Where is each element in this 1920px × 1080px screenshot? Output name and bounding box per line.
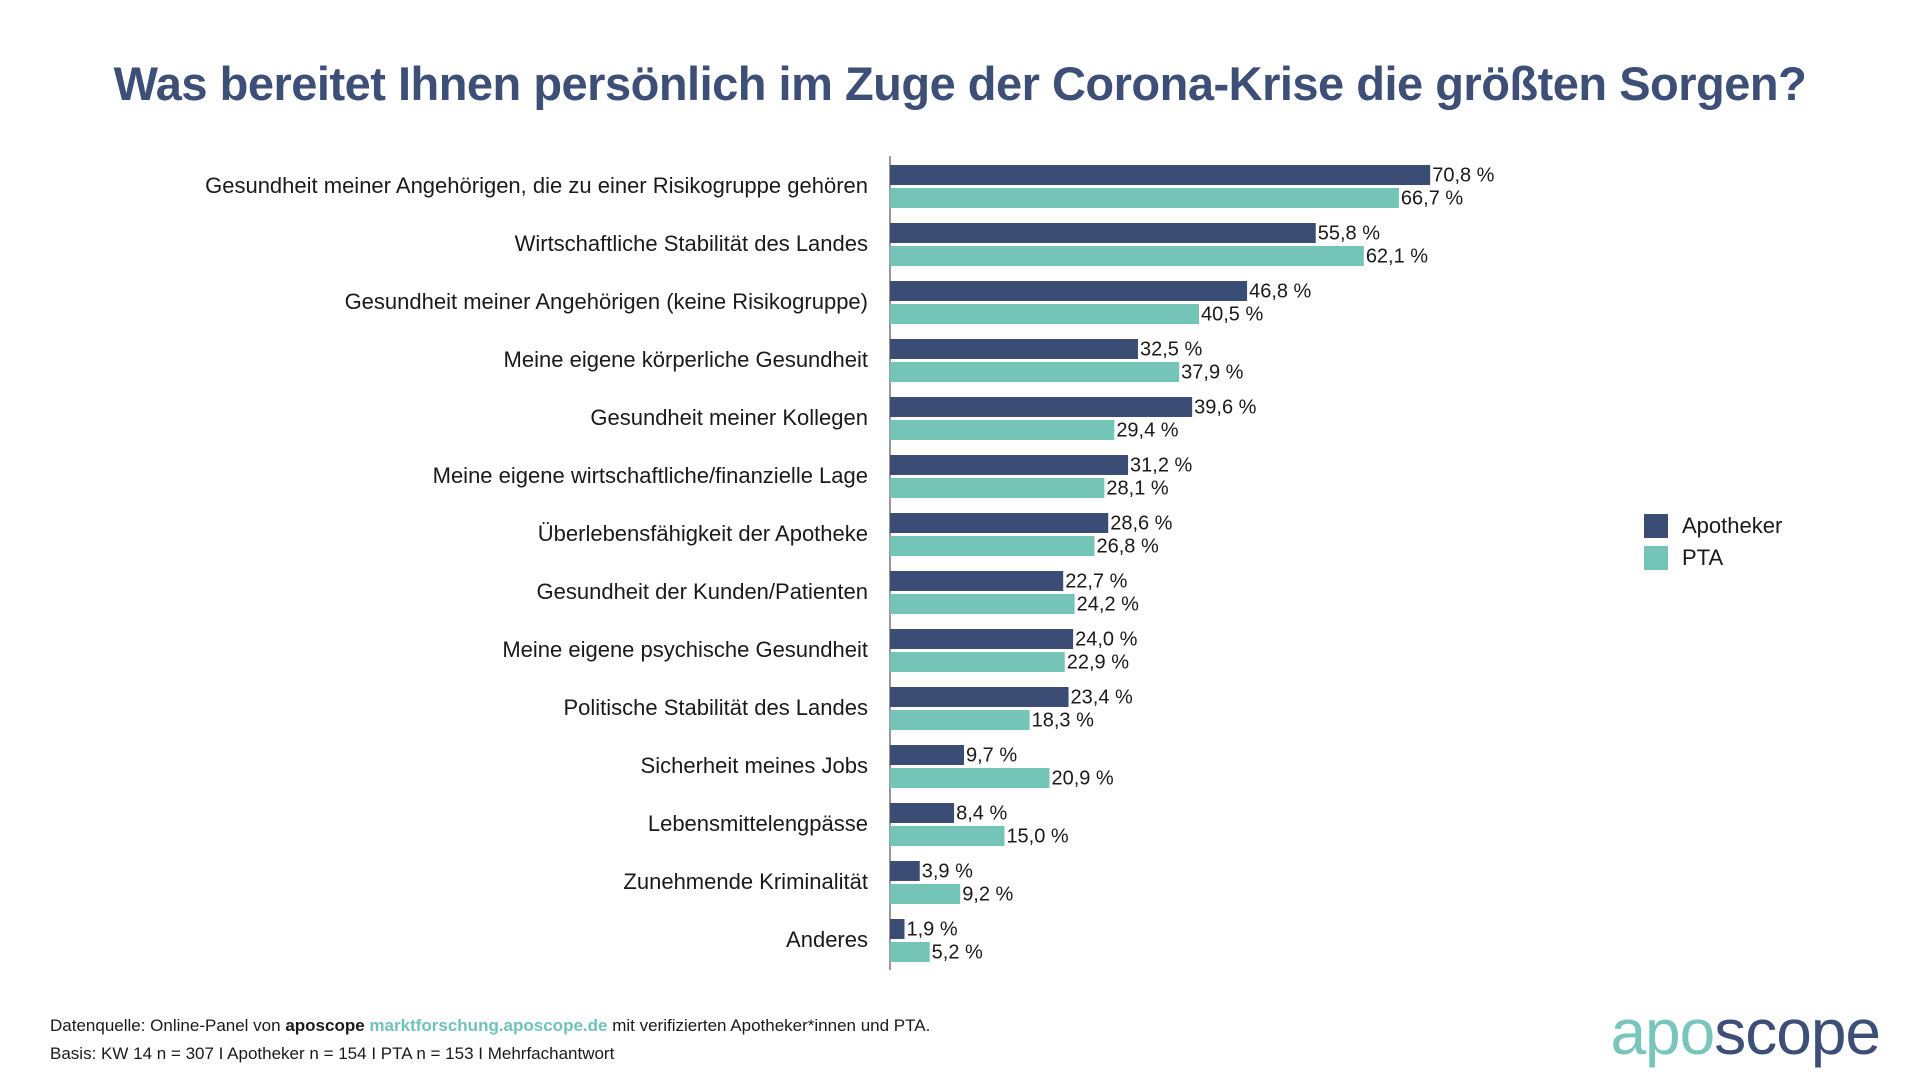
value-label: 23,4 %	[1071, 686, 1133, 708]
bar-pta	[890, 942, 930, 962]
logo-part-apo: apo	[1610, 996, 1715, 1068]
value-label: 40,5 %	[1201, 303, 1263, 325]
value-label: 62,1 %	[1366, 245, 1428, 267]
value-label: 39,6 %	[1194, 396, 1256, 418]
bar-pta	[890, 188, 1399, 208]
value-label: 29,4 %	[1116, 419, 1178, 441]
bar-apotheker	[890, 397, 1193, 417]
bar-pta	[890, 768, 1050, 788]
value-label: 18,3 %	[1032, 709, 1094, 731]
category-label: Meine eigene psychische Gesundheit	[502, 637, 868, 662]
value-label: 1,9 %	[906, 918, 957, 940]
bar-pta	[890, 826, 1005, 846]
bar-pta	[890, 594, 1075, 614]
value-label: 22,7 %	[1065, 570, 1127, 592]
source-link[interactable]: marktforschung.aposcope.de	[369, 1016, 608, 1035]
basis-line: Basis: KW 14 n = 307 I Apotheker n = 154…	[50, 1044, 615, 1063]
value-label: 28,1 %	[1106, 477, 1168, 499]
bar-apotheker	[890, 571, 1064, 591]
value-label: 5,2 %	[932, 941, 983, 963]
category-label: Zunehmende Kriminalität	[623, 869, 868, 894]
value-label: 22,9 %	[1067, 651, 1129, 673]
category-label: Gesundheit meiner Angehörigen, die zu ei…	[205, 173, 868, 198]
value-label: 24,0 %	[1075, 628, 1137, 650]
bar-apotheker	[890, 223, 1316, 243]
value-label: 55,8 %	[1318, 222, 1380, 244]
category-label: Gesundheit der Kunden/Patienten	[537, 579, 868, 604]
source-suffix: mit verifizierten Apotheker*innen und PT…	[607, 1016, 931, 1035]
value-label: 8,4 %	[956, 802, 1007, 824]
bar-apotheker	[890, 629, 1074, 649]
category-label: Politische Stabilität des Landes	[563, 695, 868, 720]
bar-apotheker	[890, 803, 955, 823]
legend-swatch-apotheker	[1644, 514, 1668, 538]
bar-apotheker	[890, 687, 1069, 707]
bar-apotheker	[890, 513, 1109, 533]
category-label: Gesundheit meiner Angehörigen (keine Ris…	[345, 289, 868, 314]
value-label: 46,8 %	[1249, 280, 1311, 302]
bar-apotheker	[890, 861, 920, 881]
value-label: 24,2 %	[1077, 593, 1139, 615]
category-label: Wirtschaftliche Stabilität des Landes	[515, 231, 868, 256]
value-label: 26,8 %	[1096, 535, 1158, 557]
value-label: 15,0 %	[1006, 825, 1068, 847]
legend: Apotheker PTA	[1644, 510, 1782, 574]
category-label: Sicherheit meines Jobs	[641, 753, 868, 778]
value-label: 70,8 %	[1432, 164, 1494, 186]
bar-apotheker	[890, 281, 1248, 301]
value-label: 31,2 %	[1130, 454, 1192, 476]
legend-item-pta: PTA	[1644, 542, 1782, 574]
category-label: Meine eigene wirtschaftliche/finanzielle…	[433, 463, 868, 488]
legend-label-apotheker: Apotheker	[1682, 513, 1783, 538]
bar-pta	[890, 420, 1115, 440]
value-label: 9,7 %	[966, 744, 1017, 766]
value-label: 20,9 %	[1051, 767, 1113, 789]
bar-pta	[890, 536, 1095, 556]
value-label: 32,5 %	[1140, 338, 1202, 360]
value-label: 9,2 %	[962, 883, 1013, 905]
source-prefix: Datenquelle: Online-Panel von	[50, 1016, 286, 1035]
bar-apotheker	[890, 745, 965, 765]
value-label: 37,9 %	[1181, 361, 1243, 383]
bar-pta	[890, 362, 1180, 382]
source-line: Datenquelle: Online-Panel von aposcope m…	[50, 1012, 930, 1040]
legend-label-pta: PTA	[1682, 545, 1724, 570]
legend-item-apotheker: Apotheker	[1644, 510, 1782, 542]
bar-pta	[890, 304, 1200, 324]
footer-note: Datenquelle: Online-Panel von aposcope m…	[50, 1012, 930, 1068]
bar-apotheker	[890, 339, 1138, 359]
value-label: 3,9 %	[922, 860, 973, 882]
value-label: 66,7 %	[1401, 187, 1463, 209]
bar-apotheker	[890, 165, 1431, 185]
aposcope-logo: aposcope	[1610, 995, 1881, 1069]
value-label: 28,6 %	[1110, 512, 1172, 534]
category-label: Anderes	[786, 927, 868, 952]
source-brand: aposcope	[285, 1016, 365, 1035]
chart-title: Was bereitet Ihnen persönlich im Zuge de…	[113, 57, 1807, 110]
category-label: Überlebensfähigkeit der Apotheke	[538, 521, 868, 546]
category-label: Meine eigene körperliche Gesundheit	[504, 347, 868, 372]
bar-apotheker	[890, 455, 1129, 475]
category-label: Gesundheit meiner Kollegen	[590, 405, 868, 430]
bar-pta	[890, 652, 1065, 672]
bar-pta	[890, 478, 1105, 498]
bar-pta	[890, 710, 1030, 730]
bar-pta	[890, 246, 1364, 266]
legend-swatch-pta	[1644, 546, 1668, 570]
bar-apotheker	[890, 919, 905, 939]
bar-chart: Gesundheit meiner Angehörigen, die zu ei…	[205, 156, 1495, 970]
category-label: Lebensmittelengpässe	[648, 811, 868, 836]
logo-part-scope: scope	[1714, 996, 1881, 1068]
bar-pta	[890, 884, 961, 904]
